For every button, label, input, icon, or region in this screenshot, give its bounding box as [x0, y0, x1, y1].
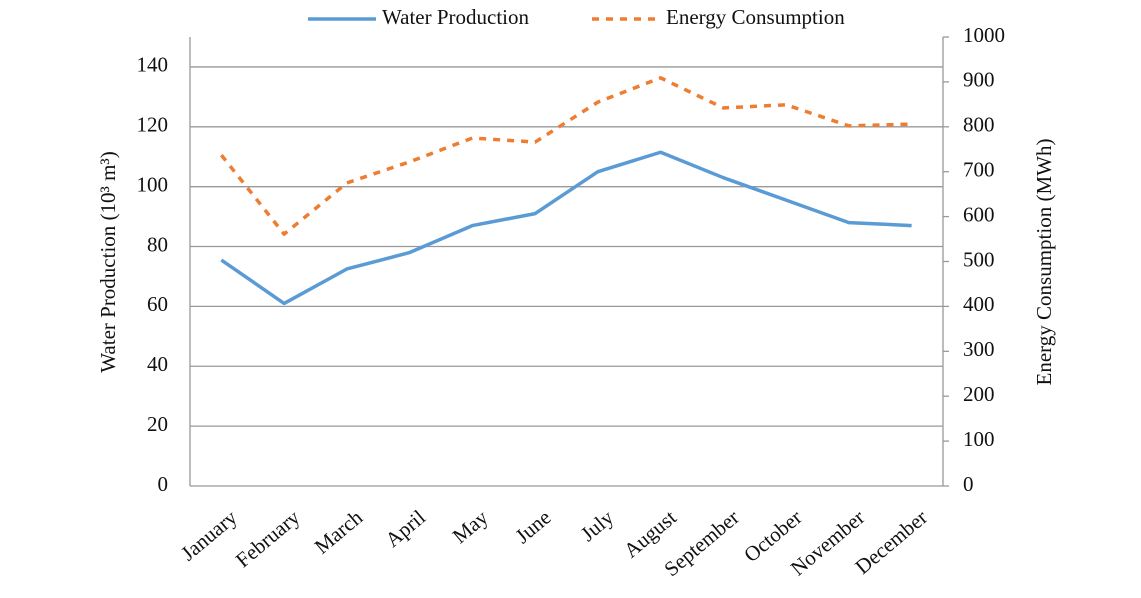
x-tick-label: July — [576, 505, 619, 546]
y2-tick-label: 700 — [963, 158, 995, 182]
y2-tick-label: 900 — [963, 68, 995, 92]
y2-tick-label: 300 — [963, 337, 995, 361]
x-tick-label: June — [511, 505, 556, 548]
y-tick-label: 80 — [147, 232, 168, 256]
y2-tick-label: 200 — [963, 382, 995, 406]
y2-tick-label: 1000 — [963, 23, 1005, 47]
y-tick-label: 40 — [147, 352, 168, 376]
data-line — [220, 76, 912, 236]
x-tick-label: March — [310, 505, 368, 559]
legend-label: Energy Consumption — [666, 5, 845, 29]
legend-label: Water Production — [382, 5, 530, 29]
y2-tick-label: 500 — [963, 247, 995, 271]
y-axis-label: Water Production (10³ m³) — [96, 151, 120, 372]
y2-tick-label: 100 — [963, 427, 995, 451]
y-tick-label: 120 — [137, 113, 169, 137]
y2-tick-label: 0 — [963, 472, 974, 496]
x-tick-label: February — [231, 505, 305, 572]
y-tick-label: 60 — [147, 292, 168, 316]
y-tick-label: 0 — [158, 472, 169, 496]
y-tick-label: 140 — [137, 53, 169, 77]
data-line — [220, 150, 912, 306]
x-tick-label: April — [381, 505, 431, 552]
y2-tick-label: 400 — [963, 292, 995, 316]
y2-tick-label: 600 — [963, 202, 995, 226]
y-tick-label: 20 — [147, 412, 168, 436]
x-tick-label: May — [448, 505, 493, 548]
y-tick-label: 100 — [137, 172, 169, 196]
y2-tick-label: 800 — [963, 113, 995, 137]
y2-axis-label: Energy Consumption (MWh) — [1032, 139, 1056, 386]
